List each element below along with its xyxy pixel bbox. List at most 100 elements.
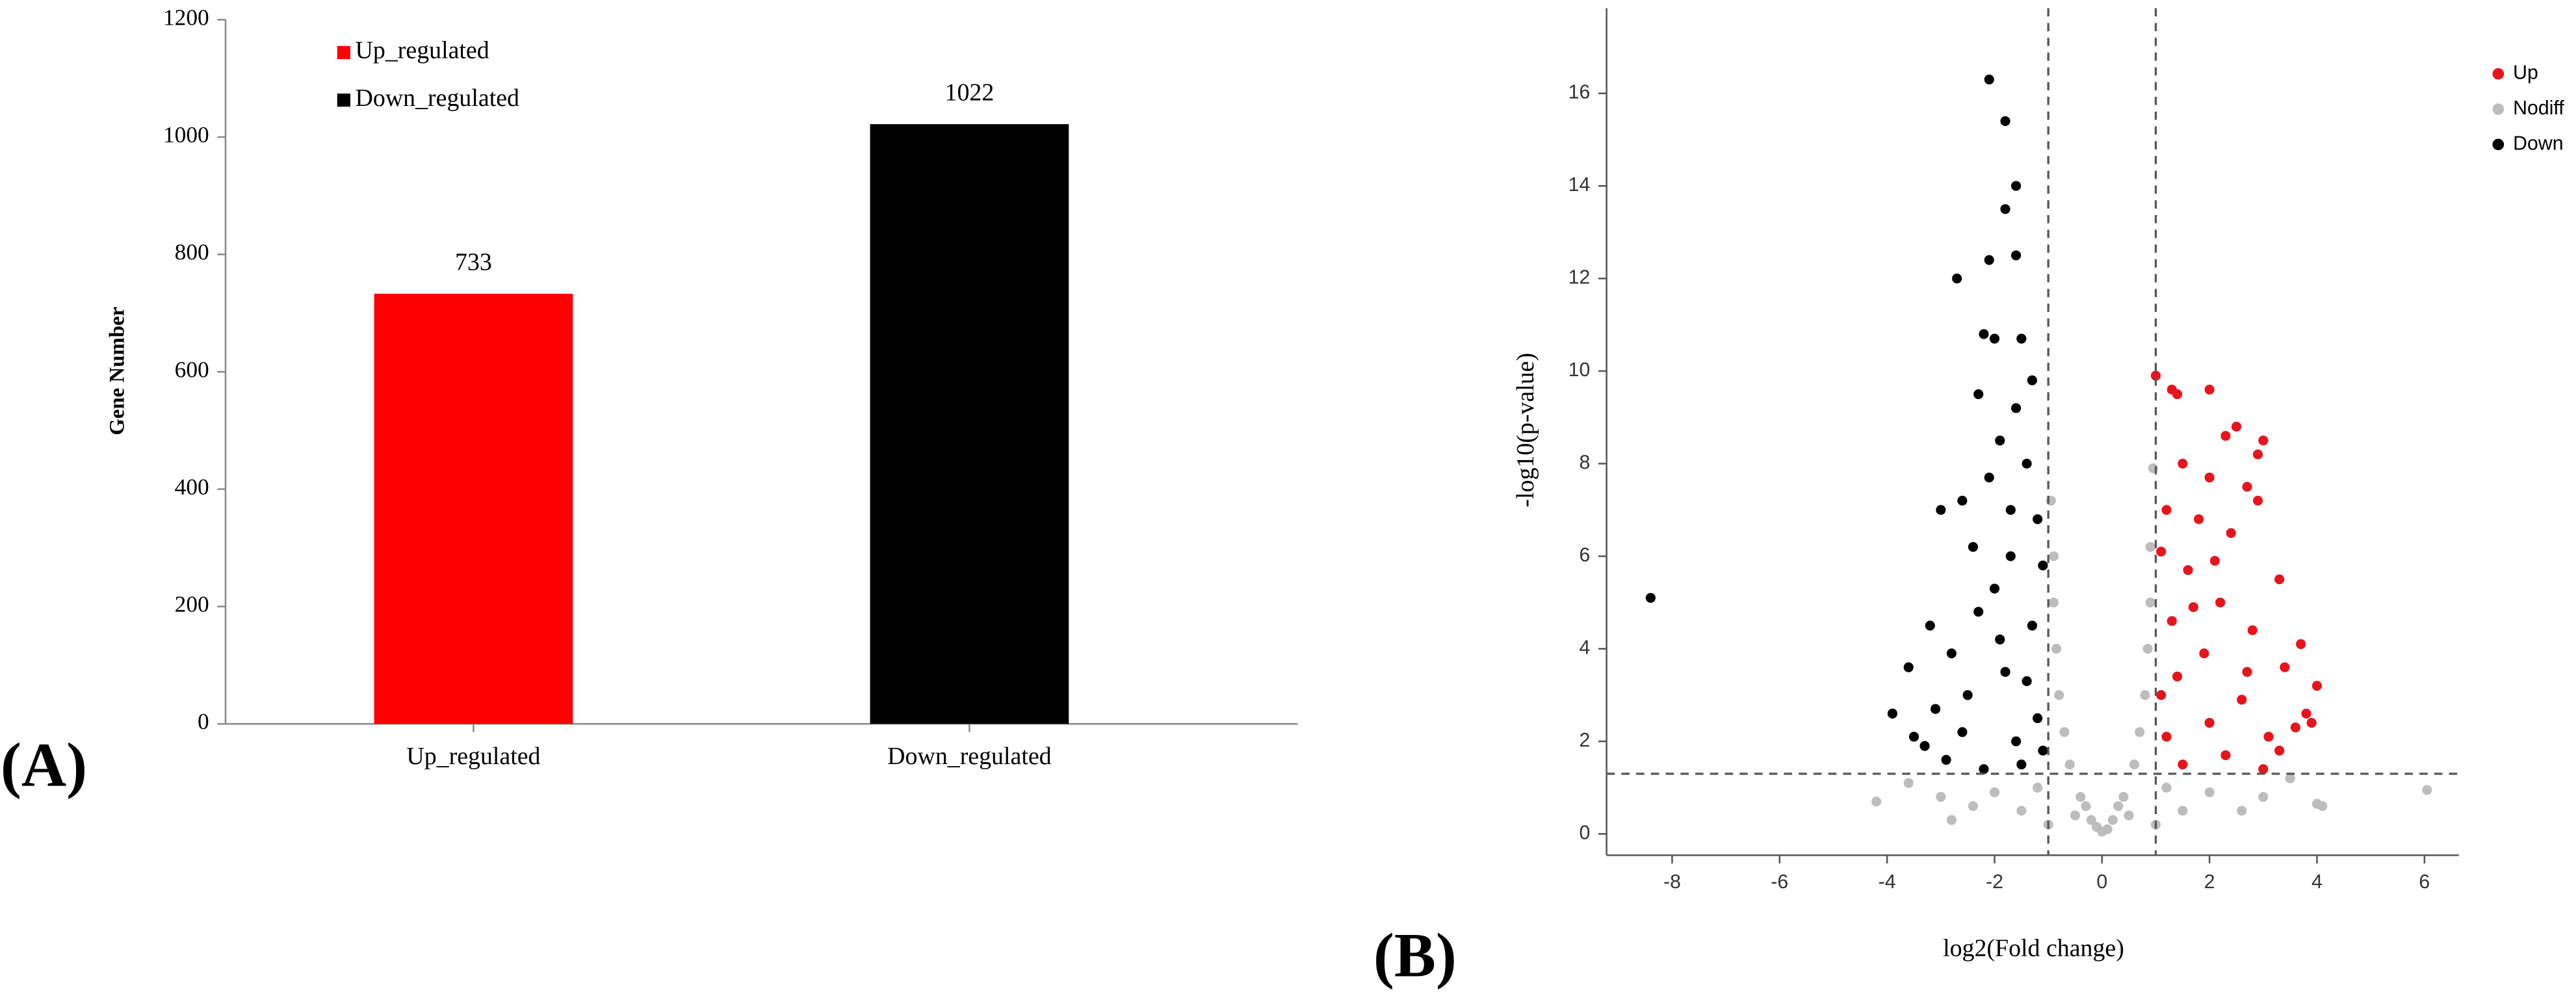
point [2220,750,2231,760]
point [2306,717,2317,728]
point [1930,704,1941,714]
panel-label: (A) [1,730,87,799]
point [2161,505,2172,515]
legend-marker [2492,138,2504,151]
point [2247,625,2257,635]
point [2422,785,2432,795]
x-tick-label: 2 [2204,871,2215,893]
point [2033,713,2043,723]
point [2178,760,2188,770]
point [2311,799,2322,809]
point [2252,449,2263,459]
point [2258,764,2269,774]
point [1973,606,1984,617]
point [2237,695,2247,705]
legend-label: Up_regulated [356,37,489,64]
point [1908,732,1919,742]
point [2258,435,2269,446]
point [2274,745,2285,756]
point [2124,810,2134,821]
y-tick-label: 1000 [163,122,209,147]
point [2237,806,2247,816]
point [2081,801,2091,812]
point [1989,787,2000,797]
legend-swatch [337,45,350,59]
point [1887,708,1897,719]
point [1989,583,2000,594]
point [1936,791,1946,802]
x-axis-label: log2(Fold change) [1943,934,2124,962]
point [1871,797,1882,807]
point [1941,754,1951,765]
point [2027,375,2037,385]
point [1903,778,1914,788]
point [2280,662,2290,672]
bar [870,124,1069,724]
x-tick-label: 4 [2311,871,2322,893]
point [2022,676,2032,686]
point [2070,810,2081,821]
point [2054,690,2064,700]
point [2274,574,2285,585]
point [2311,680,2322,691]
y-tick-label: 6 [1579,544,1590,566]
point [2010,403,2022,413]
y-tick-label: 800 [175,239,209,265]
point [2048,551,2059,561]
point [2135,727,2145,737]
point [2231,422,2242,432]
point [2107,815,2118,825]
point [1984,74,1994,84]
point [1957,495,1968,506]
point [2091,822,2102,832]
point [2242,481,2252,492]
point [1962,690,1973,700]
point [1946,648,1957,659]
legend-marker [2492,103,2504,115]
legend-label: Nodiff [2513,97,2564,119]
point [2010,181,2022,191]
point [2263,732,2274,742]
point [1968,542,1978,552]
point [2048,597,2059,608]
point [1957,727,1968,737]
point [2033,514,2043,524]
point [2038,745,2048,756]
point [1984,255,1994,265]
point [2016,760,2027,770]
point [2010,250,2022,261]
point [2000,116,2010,127]
legend-label: Up [2513,62,2538,84]
y-tick-label: 2 [1579,730,1590,751]
point [1995,435,2005,446]
y-tick-label: 200 [175,591,209,617]
legend-marker [2492,68,2504,80]
point [2161,732,2172,742]
point [2166,616,2177,626]
point [2161,782,2172,793]
panel-label: (B) [1373,920,1457,990]
y-tick-label: 0 [198,708,209,734]
point [2129,760,2140,770]
point [2296,639,2306,649]
point [2172,671,2183,682]
y-tick-label: 16 [1568,82,1591,103]
point [1973,389,1984,400]
point [2285,773,2295,784]
point [1919,741,1930,751]
point [2156,690,2166,700]
point [2252,495,2263,506]
point [2086,815,2096,825]
point [2142,643,2153,654]
point [2038,560,2048,570]
y-tick-label: 0 [1579,822,1590,843]
point [1979,329,1989,339]
y-axis-label: Gene Number [105,307,129,435]
y-axis-label: -log10(p-value) [1512,353,1539,507]
point [2005,551,2016,561]
point [2258,791,2269,802]
point [2290,723,2301,733]
point [2010,736,2022,747]
point [2301,708,2311,719]
